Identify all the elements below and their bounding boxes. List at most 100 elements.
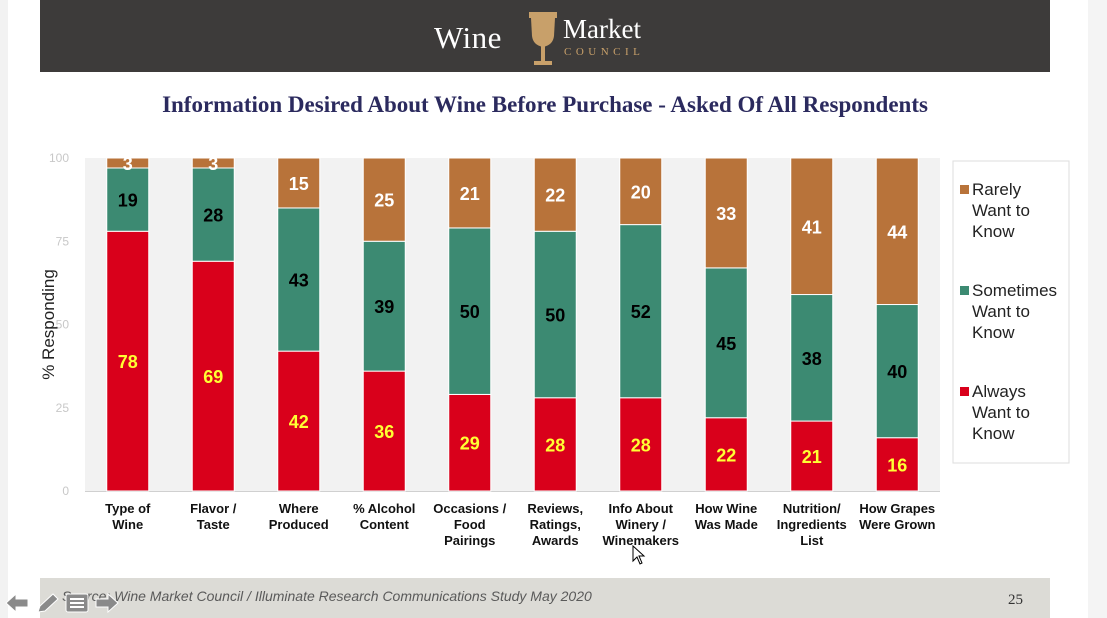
x-tick-label: Type of <box>105 501 151 516</box>
y-tick-label: 25 <box>56 401 70 415</box>
bar-segment-rarely <box>619 157 663 226</box>
bar-segment-always <box>790 420 834 492</box>
bar-segment-rarely <box>277 157 321 209</box>
slide-edge-left <box>0 0 8 618</box>
bar-segment-sometimes <box>362 240 406 372</box>
bar-segment-sometimes <box>875 304 919 439</box>
wine-glass-logo-icon <box>529 12 557 65</box>
data-label: 33 <box>716 204 736 224</box>
bar-segment-sometimes <box>277 207 321 352</box>
data-label: 78 <box>118 352 138 372</box>
x-tick-label: Occasions / <box>433 501 506 516</box>
data-label: 38 <box>802 349 822 369</box>
data-label: 44 <box>887 222 907 242</box>
x-tick-label: Content <box>360 517 410 532</box>
bar-segment-rarely <box>448 157 492 229</box>
data-label: 19 <box>118 191 138 211</box>
menu-icon[interactable] <box>64 592 90 614</box>
footer-bar <box>40 578 1050 618</box>
x-tick-label: Taste <box>197 517 230 532</box>
legend-label: Always <box>972 382 1026 401</box>
page-number: 25 <box>1008 592 1023 608</box>
y-tick-label: 75 <box>56 234 70 248</box>
bar-segment-always <box>191 260 235 492</box>
x-tick-label: % Alcohol <box>353 501 415 516</box>
legend-swatch <box>960 286 969 295</box>
data-label: 45 <box>716 334 736 354</box>
x-tick-label: Ingredients <box>777 517 847 532</box>
data-label: 21 <box>460 184 480 204</box>
data-label: 16 <box>887 455 907 475</box>
bar-segment-always <box>106 230 150 492</box>
bar-segment-sometimes <box>619 224 663 399</box>
data-label: 3 <box>123 154 133 174</box>
forward-arrow-icon[interactable] <box>94 592 120 614</box>
y-tick-label: 0 <box>62 484 69 498</box>
legend-label: Know <box>972 424 1015 443</box>
bar-segment-always <box>704 417 748 492</box>
legend-label: Want to <box>972 302 1030 321</box>
x-tick-label: Pairings <box>444 533 495 548</box>
x-tick-label: Awards <box>532 533 579 548</box>
data-label: 69 <box>203 367 223 387</box>
x-tick-label: Food <box>454 517 486 532</box>
x-tick-label: Was Made <box>695 517 758 532</box>
x-tick-label: List <box>800 533 824 548</box>
bar-segment-always <box>875 437 919 492</box>
back-arrow-icon[interactable] <box>4 592 30 614</box>
x-tick-label: Winemakers <box>603 533 679 548</box>
mouse-cursor-icon <box>632 545 646 565</box>
data-label: 15 <box>289 174 309 194</box>
x-tick-label: Winery / <box>616 517 667 532</box>
x-tick-label: Info About <box>609 501 674 516</box>
x-tick-label: Reviews, <box>527 501 583 516</box>
y-tick-label: 50 <box>56 318 70 332</box>
y-tick-label: 100 <box>49 151 69 165</box>
legend-swatch <box>960 185 969 194</box>
data-label: 39 <box>374 297 394 317</box>
x-tick-label: How Grapes <box>859 501 935 516</box>
bar-segment-rarely <box>875 157 919 306</box>
data-label: 22 <box>716 445 736 465</box>
bar-segment-rarely <box>533 157 577 232</box>
logo-text-wine: Wine <box>434 20 502 55</box>
data-label: 28 <box>203 206 223 226</box>
x-tick-label: Ratings, <box>530 517 581 532</box>
bar-segment-rarely <box>191 157 235 169</box>
x-tick-label: Produced <box>269 517 329 532</box>
x-tick-label: Nutrition/ <box>783 501 841 516</box>
data-label: 50 <box>460 302 480 322</box>
x-tick-label: Where <box>279 501 319 516</box>
logo-text-council: COUNCIL <box>564 46 645 58</box>
legend-swatch <box>960 387 969 396</box>
bar-segment-sometimes <box>191 167 235 262</box>
bar-segment-always <box>362 370 406 492</box>
x-tick-label: Wine <box>112 517 143 532</box>
logo-text-market: Market <box>563 14 641 44</box>
data-label: 28 <box>545 435 565 455</box>
data-label: 25 <box>374 191 394 211</box>
page-title: Information Desired About Wine Before Pu… <box>162 92 928 117</box>
data-label: 43 <box>289 271 309 291</box>
pen-icon[interactable] <box>34 592 60 614</box>
data-label: 42 <box>289 412 309 432</box>
bar-segment-always <box>277 350 321 492</box>
x-tick-label: Flavor / <box>190 501 237 516</box>
x-tick-label: Were Grown <box>859 517 935 532</box>
legend-box <box>952 160 1070 464</box>
data-label: 3 <box>208 154 218 174</box>
bar-segment-rarely <box>790 157 834 296</box>
data-label: 41 <box>802 217 822 237</box>
legend-label: Know <box>972 222 1015 241</box>
y-axis-title: % Responding <box>39 269 58 380</box>
data-label: 20 <box>631 182 651 202</box>
data-label: 29 <box>460 434 480 454</box>
data-label: 36 <box>374 422 394 442</box>
data-label: 22 <box>545 186 565 206</box>
slide-edge-right <box>1088 0 1107 618</box>
data-label: 50 <box>545 306 565 326</box>
source-note: Source: Wine Market Council / Illuminate… <box>62 588 592 604</box>
bar-segment-sometimes <box>106 167 150 232</box>
bar-segment-sometimes <box>448 227 492 395</box>
